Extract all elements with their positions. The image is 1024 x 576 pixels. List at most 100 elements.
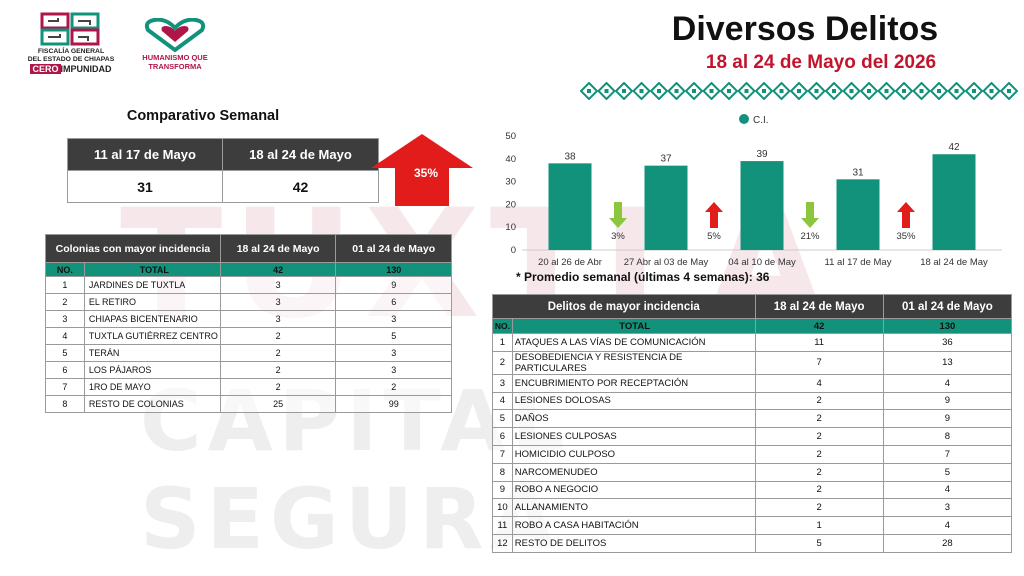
total-no-label: NO. <box>492 318 513 334</box>
row-name: HOMICIDIO CULPOSO <box>511 444 756 464</box>
row-month-value: 5 <box>882 462 1013 482</box>
diamond-dot <box>867 89 871 93</box>
diamond-ornament <box>964 82 984 100</box>
chart-svg: C.I. 0 10 20 30 40 50 38 20 al 26 de Abr 37 27 Abr… <box>505 114 1002 268</box>
diamond-dot <box>604 89 609 93</box>
row-name: 1RO DE MAYO <box>83 378 221 396</box>
row-week-value: 1 <box>754 516 884 535</box>
row-number: 12 <box>492 533 513 553</box>
bar-value-label: 37 <box>660 154 672 165</box>
row-week-value: 4 <box>754 373 884 393</box>
diamond-dot <box>919 89 924 93</box>
delitos-header-month: 01 al 24 de Mayo <box>882 294 1013 319</box>
table-row: 3 ENCUBRIMIENTO POR RECEPTACIÓN 4 4 <box>492 373 1013 393</box>
row-month-value: 8 <box>882 427 1013 446</box>
row-number: 1 <box>492 333 513 352</box>
table-row: 9 ROBO A NEGOCIO 2 4 <box>492 480 1013 500</box>
row-week-value: 11 <box>754 333 884 352</box>
total-no-label: NO. <box>45 262 85 277</box>
humanismo-logo: HUMANISMO QUE TRANSFORMA <box>138 18 212 76</box>
total-month: 130 <box>882 318 1013 334</box>
delitos-total-row: NO. TOTAL 42 130 <box>492 318 1013 334</box>
diamond-dot <box>692 89 696 93</box>
row-name: TERÁN <box>83 344 221 362</box>
row-number: 5 <box>45 344 85 362</box>
row-name: LOS PÁJAROS <box>83 361 221 379</box>
row-week-value: 2 <box>219 378 337 396</box>
fiscalia-logo: FISCALÍA GENERAL DEL ESTADO DE CHIAPAS C… <box>18 12 124 82</box>
colonias-total-row: NO. TOTAL 42 130 <box>45 262 452 277</box>
row-name: LESIONES CULPOSAS <box>511 427 756 446</box>
comparativo-header-curr: 18 al 24 de Mayo <box>221 138 380 171</box>
row-name: LESIONES DOLOSAS <box>511 391 756 411</box>
row-month-value: 4 <box>882 480 1013 500</box>
diamond-ornament <box>684 82 704 100</box>
row-week-value: 3 <box>219 276 337 294</box>
x-tick-label: 11 al 17 de May <box>825 257 892 268</box>
y-tick-label: 20 <box>505 199 516 210</box>
row-number: 1 <box>45 276 85 294</box>
diamond-ornament <box>912 82 931 100</box>
row-week-value: 2 <box>754 444 884 464</box>
bar <box>932 154 976 250</box>
diamond-ornament <box>580 82 599 100</box>
diamond-ornament <box>789 82 809 100</box>
change-label: 5% <box>707 231 721 242</box>
row-month-value: 13 <box>882 350 1013 375</box>
table-row: 6 LESIONES CULPOSAS 2 8 <box>492 427 1013 446</box>
diamond-dot <box>849 89 854 93</box>
table-row: 12 RESTO DE DELITOS 5 28 <box>492 533 1013 553</box>
row-week-value: 2 <box>754 409 884 429</box>
total-week: 42 <box>219 262 337 277</box>
fiscalia-tag-impunidad: IMPUNIDAD <box>60 64 112 74</box>
diamond-dot <box>1007 89 1011 93</box>
up-arrow-icon <box>705 202 723 228</box>
colonias-header-week: 18 al 24 de Mayo <box>219 234 337 263</box>
diamond-dot <box>657 89 661 93</box>
row-month-value: 9 <box>335 276 452 294</box>
table-row: 10 ALLANAMIENTO 2 3 <box>492 498 1013 518</box>
table-row: 6 LOS PÁJAROS 2 3 <box>45 361 452 379</box>
table-row: 3 CHIAPAS BICENTENARIO 3 3 <box>45 310 452 328</box>
row-week-value: 2 <box>754 462 884 482</box>
row-number: 8 <box>492 462 513 482</box>
diamond-dot <box>797 89 801 93</box>
total-label: TOTAL <box>83 262 221 277</box>
diamond-ornament <box>982 82 1001 100</box>
row-number: 2 <box>45 293 85 311</box>
row-number: 4 <box>45 327 85 345</box>
diamond-ornament <box>597 82 616 100</box>
increase-arrow-icon <box>371 134 473 206</box>
diamond-dot <box>937 89 941 93</box>
diamond-ornament <box>929 82 949 100</box>
row-number: 11 <box>492 516 513 535</box>
total-week: 42 <box>754 318 884 334</box>
comparativo-table: 11 al 17 de Mayo 18 al 24 de Mayo 31 42 <box>67 138 380 203</box>
row-number: 2 <box>492 350 513 375</box>
row-name: DAÑOS <box>511 409 756 429</box>
row-name: ATAQUES A LAS VÍAS DE COMUNICACIÓN <box>511 333 756 352</box>
row-number: 4 <box>492 391 513 411</box>
bar <box>836 179 880 250</box>
diamond-ornament <box>894 82 914 100</box>
diamond-ornament <box>772 82 791 100</box>
table-row: 5 TERÁN 2 3 <box>45 344 452 362</box>
row-week-value: 2 <box>219 344 337 362</box>
table-row: 8 NARCOMENUDEO 2 5 <box>492 462 1013 482</box>
diamond-dot <box>954 89 959 93</box>
legend-label: C.I. <box>753 115 769 126</box>
diamond-ornament <box>842 82 861 100</box>
diamond-ornament <box>632 82 651 100</box>
row-number: 8 <box>45 395 85 413</box>
heart-emblem-icon <box>144 18 206 52</box>
row-month-value: 9 <box>882 409 1013 429</box>
row-month-value: 4 <box>882 516 1013 535</box>
page-title: Diversos Delitos <box>671 10 939 48</box>
row-number: 7 <box>492 444 513 464</box>
row-number: 9 <box>492 480 513 500</box>
diamond-dot <box>779 89 784 93</box>
row-month-value: 6 <box>335 293 452 311</box>
table-row: 5 DAÑOS 2 9 <box>492 409 1013 429</box>
row-week-value: 2 <box>754 480 884 500</box>
y-tick-label: 0 <box>511 245 516 256</box>
